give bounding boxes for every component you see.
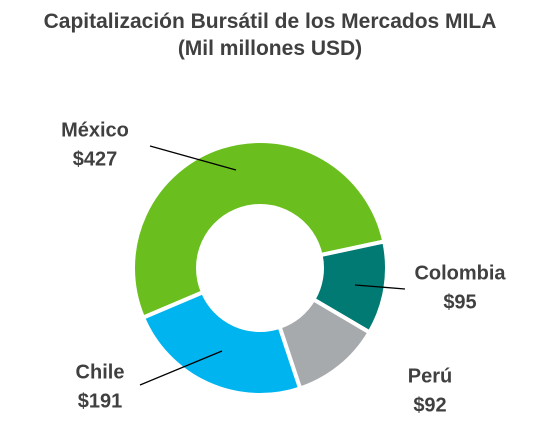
leader-line <box>139 350 223 386</box>
leader-line <box>354 284 406 290</box>
value-label: $191 <box>78 390 123 412</box>
category-label: Colombia <box>414 262 506 284</box>
slice <box>140 289 303 397</box>
chart-subtitle: (Mil millones USD) <box>177 37 363 60</box>
slice <box>131 139 387 321</box>
value-label: $95 <box>443 291 476 313</box>
category-label: México <box>61 119 129 141</box>
value-label: $92 <box>413 394 446 416</box>
category-label: Perú <box>408 365 452 387</box>
chart-title: Capitalización Bursátil de los Mercados … <box>43 10 497 33</box>
category-label: Chile <box>76 361 125 383</box>
header: Capitalización Bursátil de los Mercados … <box>20 8 520 62</box>
leader-line <box>149 145 237 171</box>
value-label: $427 <box>73 148 118 170</box>
